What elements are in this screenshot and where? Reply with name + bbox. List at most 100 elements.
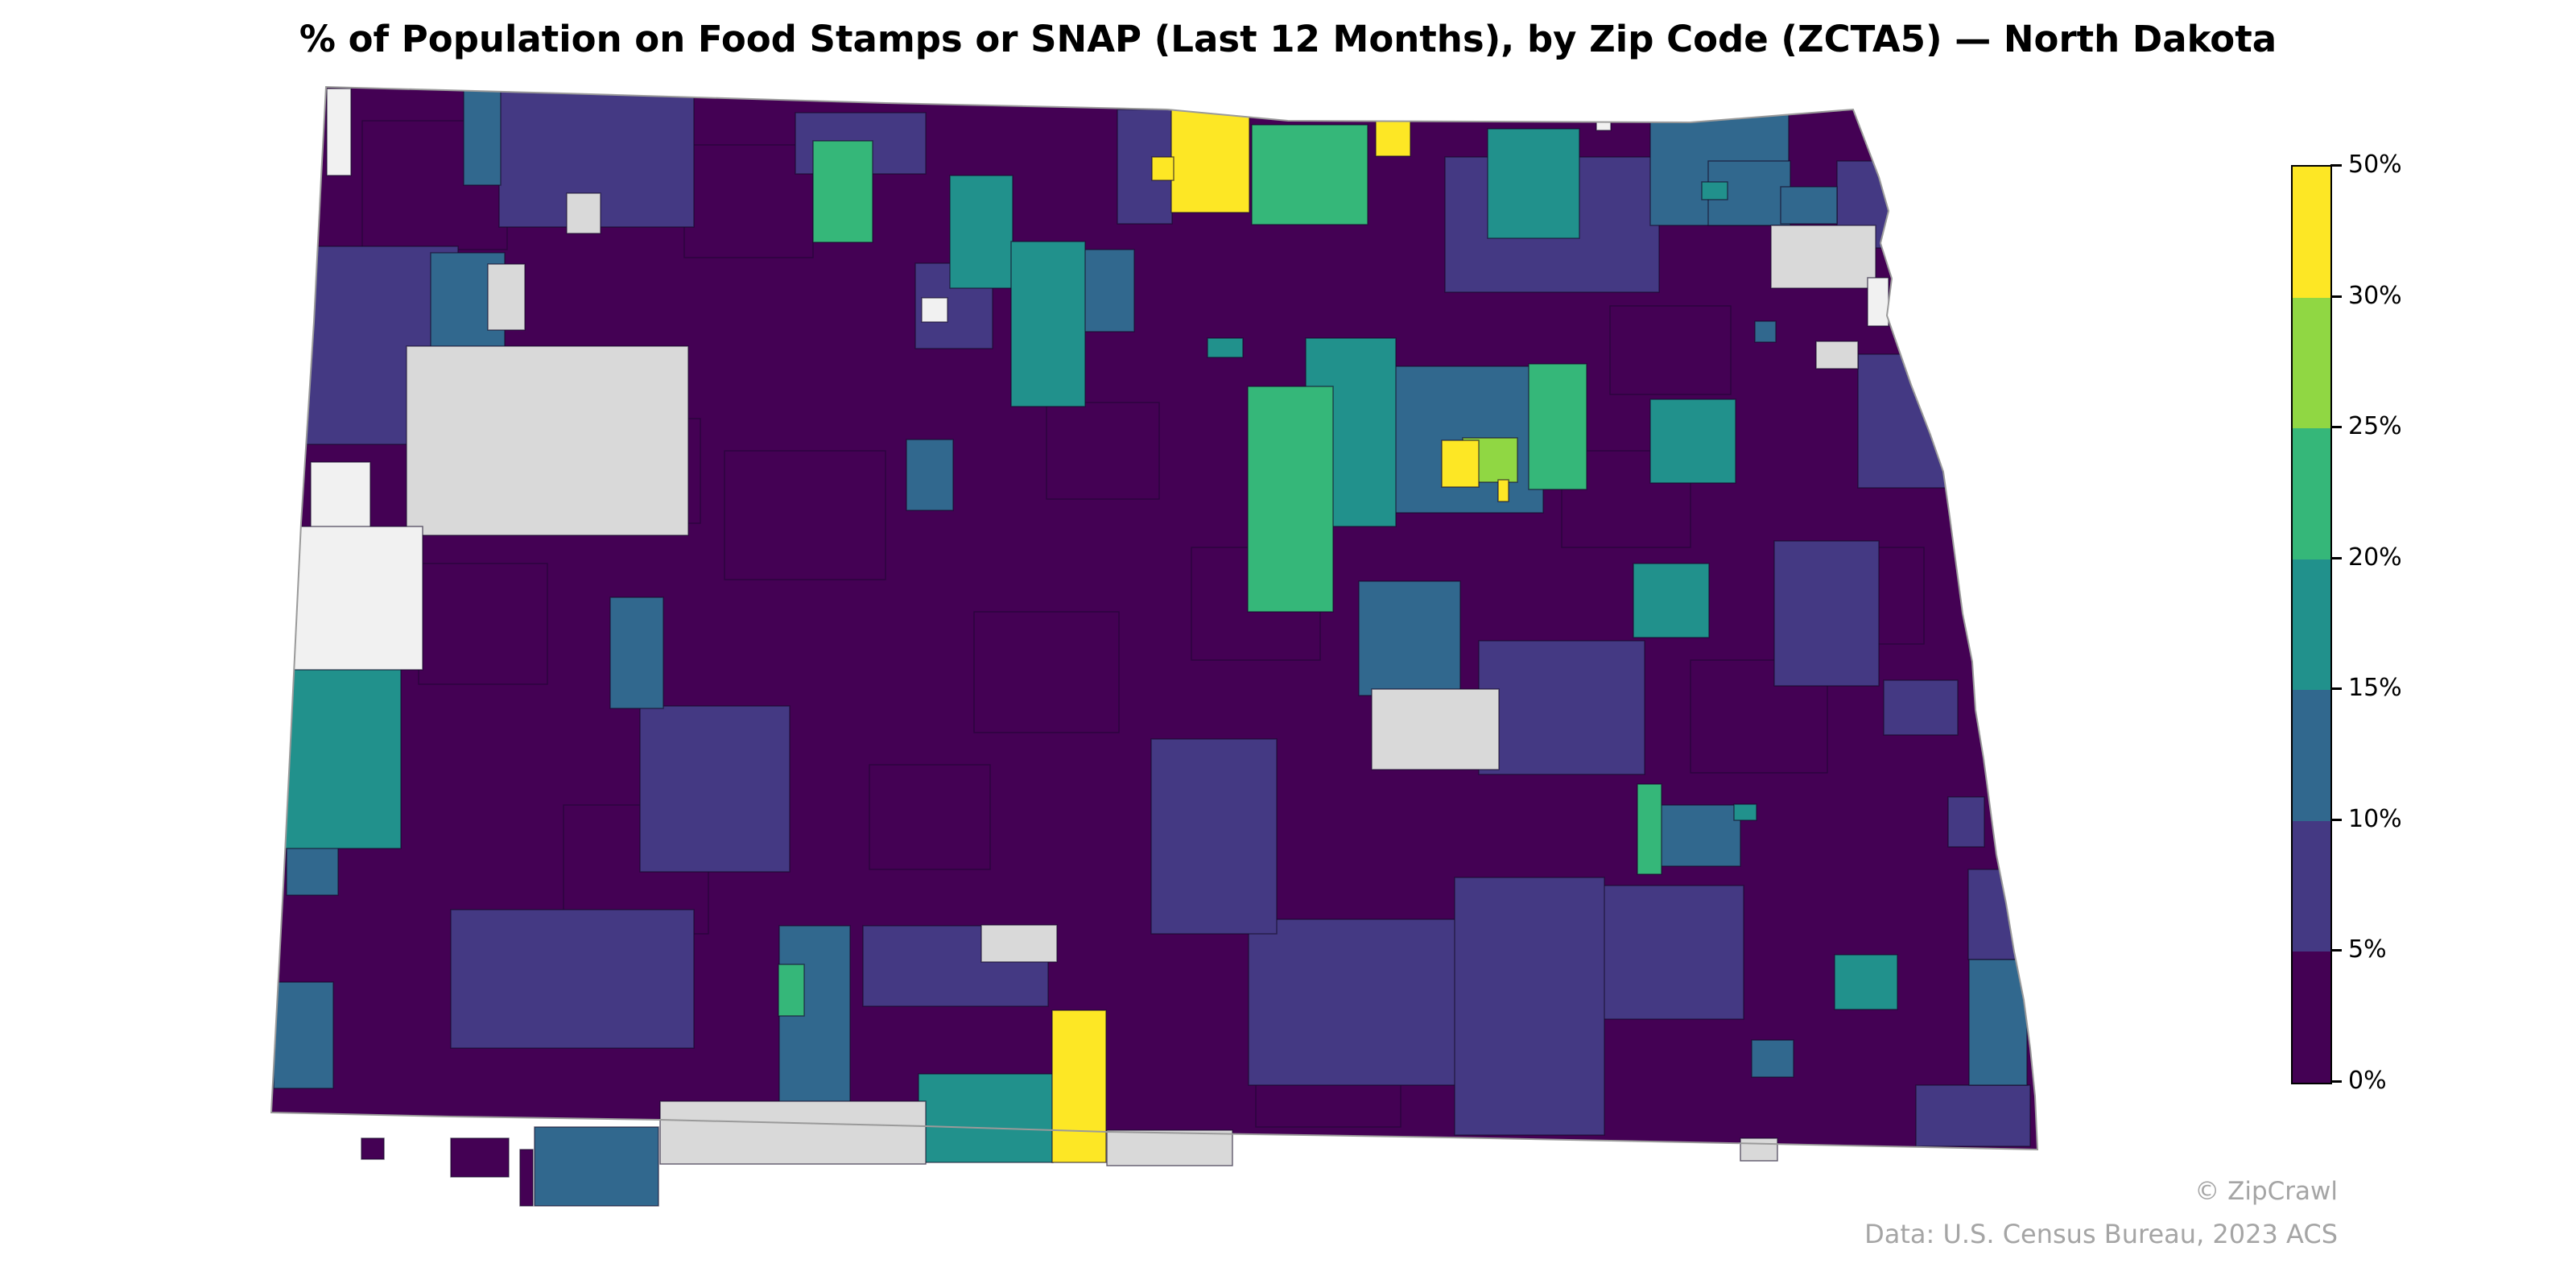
zcta-blue-e-small bbox=[1754, 320, 1777, 343]
nodata-n2 bbox=[487, 263, 526, 331]
region-east-3 bbox=[1883, 679, 1959, 736]
zcta-blue-central bbox=[1358, 580, 1461, 696]
zcta-teal-c-sliver bbox=[1207, 337, 1244, 358]
nodata-s-small bbox=[980, 924, 1058, 963]
attribution-source: Data: U.S. Census Bureau, 2023 ACS bbox=[1864, 1219, 2338, 1249]
zcta-dark-overhang-3 bbox=[361, 1137, 385, 1160]
zcta-dark-overhang-2 bbox=[519, 1149, 534, 1207]
colorbar-tick bbox=[2330, 949, 2342, 952]
region-east-4 bbox=[1947, 796, 1985, 848]
nodata-s-right bbox=[1106, 1129, 1233, 1166]
zcta-green-s-small bbox=[778, 964, 805, 1017]
zcta-blue-c-small bbox=[906, 439, 954, 511]
colorbar-tick bbox=[2330, 1080, 2342, 1083]
region-south-central bbox=[1248, 919, 1481, 1086]
zcta-boundary-cell bbox=[724, 450, 886, 580]
colorbar-tick bbox=[2330, 556, 2342, 559]
zcta-teal-ec-small bbox=[1733, 803, 1757, 821]
colorbar-tick-label: 30% bbox=[2348, 281, 2402, 310]
zcta-teal-ec1 bbox=[1633, 563, 1710, 638]
zcta-teal-n bbox=[1487, 128, 1580, 239]
zcta-teal-nc1 bbox=[949, 175, 1013, 289]
colorbar-tick-label: 25% bbox=[2348, 411, 2402, 440]
nodata-grand-forks bbox=[1770, 225, 1876, 289]
colorbar-tick bbox=[2330, 687, 2342, 691]
colorbar-band bbox=[2293, 428, 2330, 559]
region-central-1 bbox=[1478, 640, 1645, 775]
attribution-copyright: © ZipCrawl bbox=[2194, 1177, 2338, 1206]
zcta-yellow-belcourt-lobe bbox=[1151, 156, 1174, 181]
colorbar-tick-label: 10% bbox=[2348, 804, 2402, 833]
zcta-teal-cannon-ball bbox=[918, 1073, 1054, 1163]
colorbar-band bbox=[2293, 297, 2330, 429]
zcta-teal-e bbox=[1649, 398, 1736, 484]
colorbar-band bbox=[2293, 952, 2330, 1083]
colorbar-band bbox=[2293, 820, 2330, 952]
nodata-central bbox=[1371, 688, 1500, 770]
zcta-blue-wc bbox=[609, 597, 664, 709]
zcta-green-spirit-lake bbox=[1247, 386, 1334, 613]
nodata-nw-corner bbox=[326, 88, 352, 176]
zcta-blue-w-small bbox=[286, 844, 339, 896]
state-outline bbox=[270, 85, 2039, 1151]
zcta-yellow-n-sliver bbox=[1375, 118, 1411, 157]
colorbar-tick bbox=[2330, 818, 2342, 821]
colorbar-tick-label: 5% bbox=[2348, 935, 2387, 964]
zcta-blue-ec bbox=[1659, 804, 1741, 867]
zcta-yellow-belcourt bbox=[1170, 108, 1250, 213]
region-se-border bbox=[1967, 869, 2027, 960]
colorbar-tick bbox=[2330, 164, 2342, 167]
zcta-blue-sw-edge bbox=[273, 981, 334, 1089]
zcta-teal-ne-small bbox=[1701, 181, 1728, 200]
colorbar-tick-label: 0% bbox=[2348, 1066, 2387, 1095]
region-east-2 bbox=[1773, 540, 1880, 687]
nodata-se-small bbox=[1740, 1137, 1778, 1162]
zcta-teal-nc2 bbox=[1010, 241, 1086, 407]
zcta-boundary-cell bbox=[973, 611, 1120, 733]
region-west-central bbox=[639, 705, 791, 873]
zcta-green-n-strip bbox=[812, 140, 873, 243]
region-sw-1 bbox=[450, 909, 695, 1049]
zcta-blue-n1 bbox=[463, 89, 502, 186]
region-se-corner bbox=[1915, 1084, 2031, 1147]
nodata-e-sliver bbox=[1867, 277, 1889, 327]
zcta-yellow-fort-yates bbox=[1051, 1009, 1107, 1163]
colorbar-tick-label: 20% bbox=[2348, 543, 2402, 572]
nodata-minot-afb bbox=[921, 297, 948, 323]
zcta-blue-se-border bbox=[1968, 959, 2028, 1086]
zcta-green-c bbox=[1528, 363, 1587, 490]
zcta-boundary-cell bbox=[1690, 659, 1828, 774]
zcta-yellow-c-sliver bbox=[1497, 479, 1509, 502]
colorbar-tick-label: 50% bbox=[2348, 150, 2402, 179]
zcta-green-ec-strip bbox=[1637, 783, 1662, 875]
nodata-minot bbox=[406, 345, 689, 536]
region-east-1 bbox=[1857, 353, 1954, 489]
zcta-teal-se bbox=[1834, 954, 1898, 1010]
zcta-blue-se-small bbox=[1751, 1039, 1794, 1078]
region-central-2 bbox=[1150, 738, 1278, 935]
colorbar-band bbox=[2293, 559, 2330, 691]
colorbar-tick bbox=[2330, 295, 2342, 298]
zcta-green-n bbox=[1251, 124, 1368, 225]
nodata-w1 bbox=[310, 461, 371, 529]
colorbar-tick-label: 15% bbox=[2348, 674, 2402, 703]
zcta-boundary-cell bbox=[869, 764, 991, 870]
zcta-boundary-cell bbox=[1046, 402, 1160, 500]
zcta-yellow-c bbox=[1441, 440, 1480, 488]
zcta-boundary-cell bbox=[1609, 305, 1732, 395]
region-se-2 bbox=[1454, 877, 1605, 1136]
colorbar-tick bbox=[2330, 426, 2342, 429]
nodata-e-small bbox=[1815, 341, 1859, 369]
colorbar bbox=[2291, 165, 2332, 1084]
zcta-dark-overhang-1 bbox=[450, 1137, 510, 1178]
colorbar-band bbox=[2293, 167, 2330, 298]
nodata-n1 bbox=[566, 192, 601, 234]
zcta-blue-s-strip bbox=[778, 925, 851, 1113]
zcta-boundary-cell bbox=[1561, 450, 1691, 548]
chart-title: % of Population on Food Stamps or SNAP (… bbox=[299, 18, 2277, 60]
zcta-blue-ne3 bbox=[1780, 186, 1838, 225]
colorbar-band bbox=[2293, 690, 2330, 821]
nodata-s-large bbox=[659, 1100, 927, 1165]
